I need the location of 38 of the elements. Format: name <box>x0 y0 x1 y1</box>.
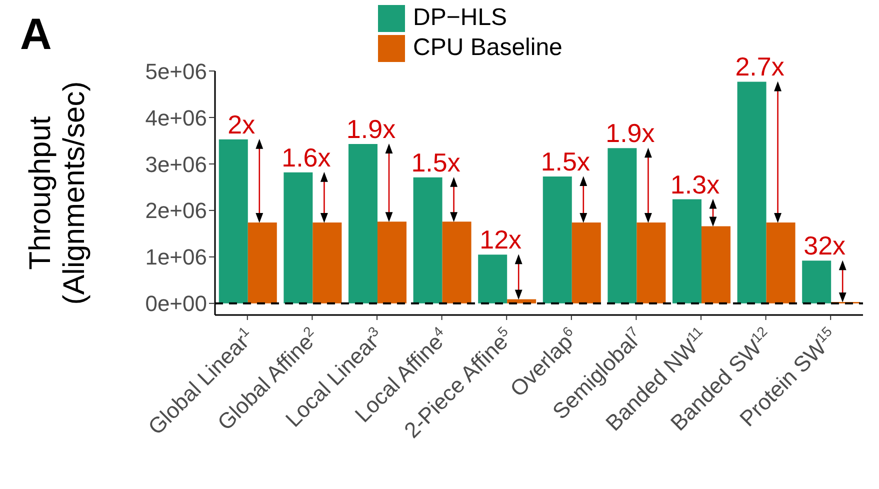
annotation: 12x <box>480 224 522 255</box>
annotation: 1.5x <box>411 147 460 178</box>
bar <box>248 222 277 304</box>
bar <box>802 260 832 304</box>
y-tick-label: 4e+06 <box>145 105 207 130</box>
annotation: 1.6x <box>282 142 331 172</box>
bar <box>218 139 248 304</box>
bar <box>701 226 730 304</box>
legend-label: CPU Baseline <box>413 33 562 63</box>
y-tick-label: 1e+06 <box>145 244 207 270</box>
bar <box>672 199 702 304</box>
annotation: 2x <box>228 109 256 140</box>
bar <box>377 222 406 304</box>
bar <box>542 176 572 304</box>
y-tick-label: 3e+06 <box>145 152 207 177</box>
annotation: 32x <box>804 230 846 261</box>
bar <box>737 82 766 304</box>
y-tick-label: 2e+06 <box>145 198 207 224</box>
annotation: 1.3x <box>670 169 720 200</box>
annotation: 1.9x <box>606 118 655 148</box>
annotation: 1.5x <box>540 146 590 176</box>
chart-title: A <box>20 10 52 60</box>
bar <box>284 172 313 304</box>
bar <box>572 222 601 304</box>
bar <box>348 144 378 304</box>
bar <box>766 222 796 304</box>
bar <box>442 222 472 304</box>
bar <box>478 254 508 304</box>
annotation: 2.7x <box>735 52 784 82</box>
y-tick-label: 5e+06 <box>145 58 207 84</box>
y-axis-title: Throughput (Alignments/sec) <box>24 81 91 305</box>
bar <box>608 148 637 304</box>
bar <box>312 222 342 304</box>
legend-label: DP−HLS <box>413 3 508 33</box>
y-tick-label: 0e+00 <box>145 291 207 316</box>
bar <box>636 222 666 304</box>
bar <box>413 177 442 304</box>
annotation: 1.9x <box>346 114 396 144</box>
